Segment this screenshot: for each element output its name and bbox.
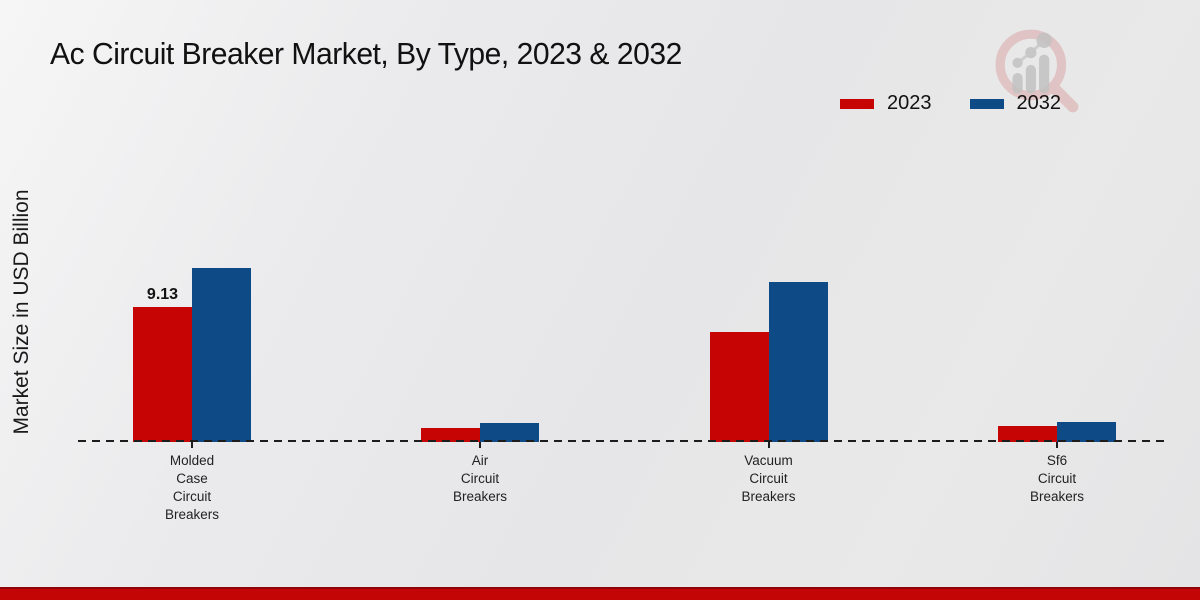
bar-value-label: 9.13 xyxy=(146,286,179,303)
legend-label-2032: 2032 xyxy=(1016,92,1062,114)
bar-2023-4 xyxy=(998,426,1057,442)
bar-2032-4 xyxy=(1057,422,1116,442)
legend: 2023 2032 xyxy=(840,92,1061,115)
x-axis-tick xyxy=(1056,442,1058,448)
x-axis-category-label: Sf6 Circuit Breakers xyxy=(1029,453,1085,504)
bar-2023-2 xyxy=(421,428,480,442)
x-axis-tick xyxy=(479,442,481,448)
x-axis-tick xyxy=(191,442,193,448)
legend-swatch-2023 xyxy=(840,98,874,109)
legend-swatch-2032 xyxy=(969,98,1004,109)
bar-2032-2 xyxy=(480,423,539,442)
x-axis-category-label: Vacuum Circuit Breakers xyxy=(741,453,796,504)
bar-2032-3 xyxy=(768,282,828,442)
legend-item-2032: 2032 xyxy=(969,92,1062,115)
x-axis-baseline xyxy=(78,440,1166,442)
bar-2023-1 xyxy=(133,307,192,442)
x-axis-category-label: Air Circuit Breakers xyxy=(452,453,508,504)
x-axis-tick xyxy=(767,442,770,448)
legend-label-2023: 2023 xyxy=(887,92,932,114)
magnifier-bar-chart-logo-icon xyxy=(995,29,1079,113)
bar-2023-3 xyxy=(709,332,769,442)
legend-item-2023: 2023 xyxy=(840,92,932,115)
x-axis-category-label: Molded Case Circuit Breakers xyxy=(164,453,220,522)
footer-accent-bar xyxy=(0,587,1200,600)
chart-title: Ac Circuit Breaker Market, By Type, 2023… xyxy=(50,36,682,71)
bar-2032-1 xyxy=(192,268,251,442)
